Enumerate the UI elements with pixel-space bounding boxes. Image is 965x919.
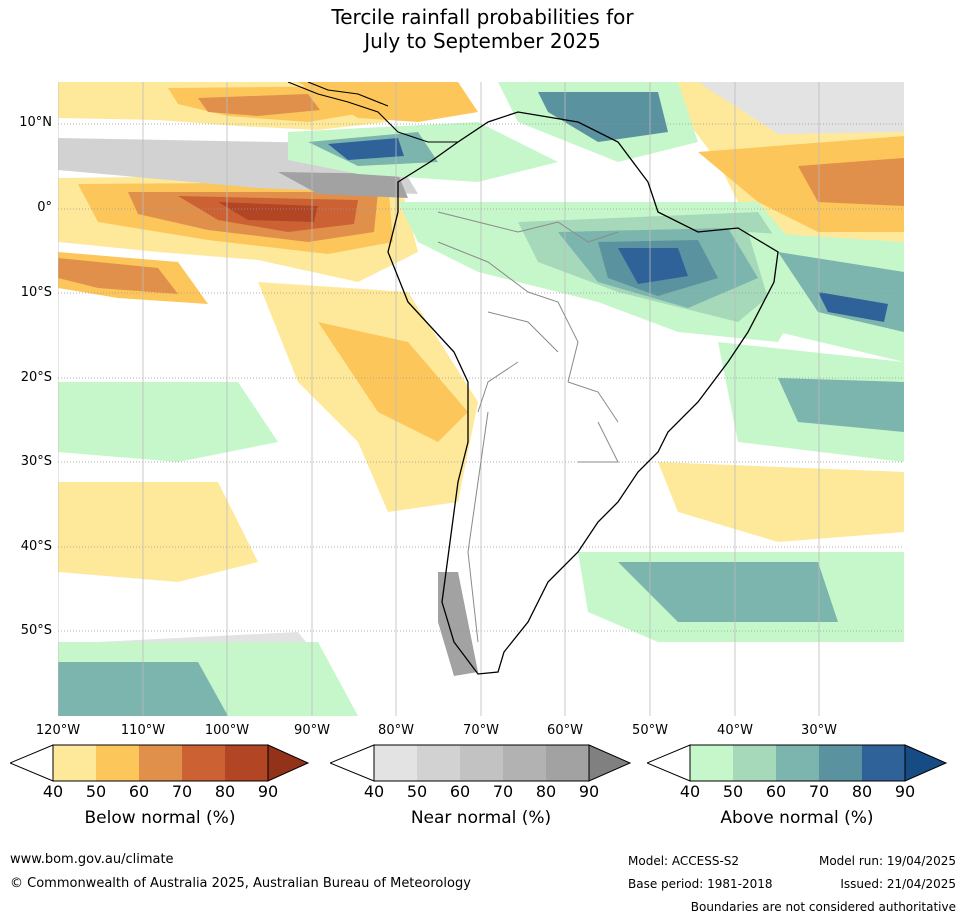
lat-label-40s: 40°S (20, 539, 52, 554)
below-tick-90: 90 (257, 782, 279, 801)
above-normal-colorbar (647, 744, 948, 782)
above-region-amazon-peak (618, 248, 688, 284)
lat-label-20s: 20°S (20, 370, 52, 385)
above-colorbar-50-60 (733, 745, 776, 781)
above-normal-probability-regions (58, 82, 904, 716)
above-tick-60: 60 (765, 782, 787, 801)
above-colorbar-extend-high (904, 744, 948, 782)
lon-label-80w: 80°W (378, 723, 414, 738)
below-region-equatorial-pacific-peak (218, 202, 318, 222)
below-region-north-pacific-core (198, 94, 320, 116)
below-region-east-atlantic-north-high (698, 136, 904, 232)
lon-label-30w: 30°W (801, 723, 837, 738)
lat-label-50s: 50°S (20, 623, 52, 638)
below-region-south-atlantic (658, 462, 904, 542)
lon-label-70w: 70°W (463, 723, 499, 738)
near-normal-colorbar (330, 744, 632, 782)
near-tick-60: 60 (449, 782, 471, 801)
central-america-coastline (287, 82, 458, 143)
above-tick-40: 40 (679, 782, 701, 801)
below-normal-label: Below normal (%) (84, 808, 236, 828)
probability-map (58, 82, 904, 716)
above-region-northeast-core (538, 92, 668, 142)
below-region-subtropical-pacific-high (318, 322, 468, 442)
near-region-north-atlantic (698, 82, 904, 134)
above-colorbar-outline (689, 744, 906, 782)
above-colorbar-70-80 (819, 745, 862, 781)
below-colorbar-40-50 (53, 745, 96, 781)
lon-label-120w: 120°W (35, 723, 81, 738)
lat-label-10s: 10°S (20, 285, 52, 300)
near-normal-label: Near normal (%) (410, 808, 552, 828)
near-tick-50: 50 (406, 782, 428, 801)
below-tick-40: 40 (42, 782, 64, 801)
lat-label-30s: 30°S (20, 454, 52, 469)
below-region-east-atlantic-north-core (798, 158, 904, 206)
lat-label-10n: 10°N (19, 115, 52, 130)
above-colorbar-extend-low (647, 744, 691, 782)
map-title-line-2: July to September 2025 (364, 29, 601, 53)
above-region-south-atlantic-high-lat-core (618, 562, 838, 622)
lon-label-100w: 100°W (204, 723, 250, 738)
lon-label-40w: 40°W (717, 723, 753, 738)
model-text: Model: ACCESS-S2 (628, 854, 740, 868)
above-normal-label: Above normal (%) (720, 808, 874, 828)
near-tick-80: 80 (535, 782, 557, 801)
model-run-text: Model run: 19/04/2025 (818, 854, 956, 868)
near-colorbar-70-80 (503, 745, 546, 781)
below-colorbar-60-70 (139, 745, 182, 781)
issued-text: Issued: 21/04/2025 (840, 877, 956, 891)
above-tick-80: 80 (851, 782, 873, 801)
below-tick-50: 50 (85, 782, 107, 801)
near-tick-90: 90 (578, 782, 600, 801)
above-region-south-atlantic-mid-high (778, 378, 904, 432)
near-region-equatorial-pacific-band-core (278, 172, 408, 198)
below-normal-colorbar (10, 744, 310, 782)
near-colorbar-extend-high (588, 744, 632, 782)
below-colorbar-outline (52, 744, 269, 782)
below-colorbar-extend-low (10, 744, 54, 782)
above-region-caribbean-core (328, 138, 404, 160)
below-colorbar-extend-high (267, 744, 310, 782)
disclaimer-text: Boundaries are not considered authoritat… (690, 900, 956, 914)
lon-label-110w: 110°W (120, 723, 166, 738)
above-tick-50: 50 (722, 782, 744, 801)
meridians (58, 82, 820, 716)
below-colorbar-70-80 (182, 745, 225, 781)
below-colorbar-50-60 (96, 745, 139, 781)
lon-label-60w: 60°W (547, 723, 583, 738)
near-colorbar-outline (373, 744, 590, 782)
above-colorbar-40-50 (690, 745, 733, 781)
lat-label-0: 0° (37, 200, 52, 215)
above-colorbar-80-90 (862, 745, 905, 781)
above-tick-90: 90 (894, 782, 916, 801)
near-colorbar-extend-low (330, 744, 375, 782)
lon-label-90w: 90°W (294, 723, 330, 738)
map-title-line-1: Tercile rainfall probabilities for (331, 5, 634, 29)
south-america-coastline (387, 111, 779, 675)
near-colorbar-60-70 (460, 745, 503, 781)
near-tick-70: 70 (492, 782, 514, 801)
above-region-equatorial-atlantic-core (818, 292, 888, 322)
near-colorbar-80-90 (546, 745, 589, 781)
near-colorbar-50-60 (417, 745, 460, 781)
below-region-west-pacific-south (58, 482, 258, 582)
near-colorbar-40-50 (374, 745, 417, 781)
below-tick-60: 60 (128, 782, 150, 801)
near-region-patagonia-coast (438, 572, 478, 676)
website-link[interactable]: www.bom.gov.au/climate (10, 852, 174, 867)
above-colorbar-60-70 (776, 745, 819, 781)
below-tick-80: 80 (214, 782, 236, 801)
above-tick-70: 70 (808, 782, 830, 801)
below-region-south-pacific-band-core (58, 258, 178, 294)
lon-label-50w: 50°W (632, 723, 668, 738)
above-region-subtropical-east-pacific (58, 382, 278, 462)
country-borders (437, 211, 619, 643)
below-tick-70: 70 (171, 782, 193, 801)
copyright-text: © Commonwealth of Australia 2025, Austra… (10, 876, 471, 891)
below-colorbar-80-90 (225, 745, 268, 781)
base-period-text: Base period: 1981-2018 (628, 877, 773, 891)
near-tick-40: 40 (363, 782, 385, 801)
